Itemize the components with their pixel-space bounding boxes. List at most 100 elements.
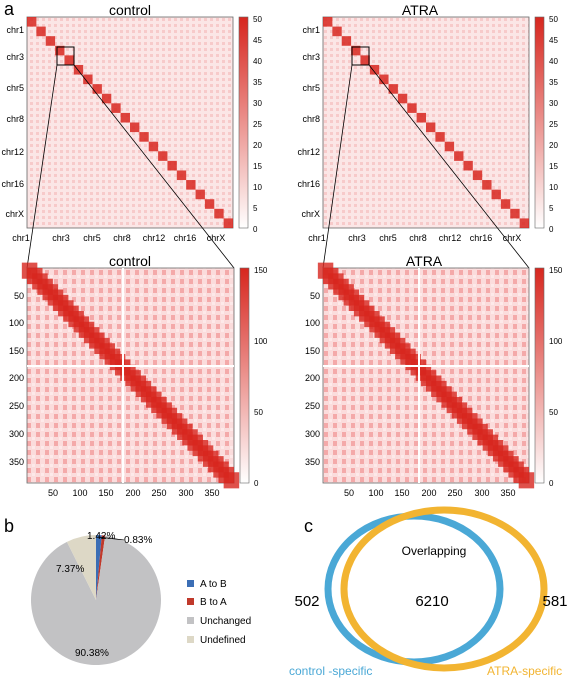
diagonal-block (444, 141, 455, 152)
y-tick-label: 100 (305, 318, 320, 328)
zoom-line (368, 64, 530, 269)
diagonal-block (167, 160, 177, 171)
x-tick-label: chr16 (470, 233, 493, 243)
colorbar-tick: 25 (549, 120, 558, 129)
diagonal-block (351, 45, 361, 56)
colorbar-tick: 100 (549, 337, 563, 346)
x-tick-label: chr5 (379, 233, 397, 243)
x-tick-label: chr16 (174, 233, 197, 243)
panel-label-a: a (4, 0, 15, 19)
x-tick-label: 200 (421, 488, 436, 498)
diagonal-block (510, 208, 520, 219)
y-tick-label: chrX (301, 209, 320, 219)
legend-label: A to B (200, 579, 227, 590)
venn-circle-atra (340, 506, 548, 672)
diagonal-block (223, 218, 233, 228)
colorbar-tick: 50 (253, 15, 262, 24)
colorbar-tick: 15 (549, 162, 558, 171)
y-tick-label: chr1 (6, 25, 24, 35)
x-tick-label: chr12 (439, 233, 462, 243)
colorbar-ticks: 0 50 100 150 (549, 266, 563, 488)
pie-legend: A to B B to A Unchanged Undefined (187, 579, 251, 646)
zoom-heatmap-title: ATRA (406, 253, 443, 269)
pie-slice-labels: 7.37% 1.42% 0.83% 90.38% (56, 531, 152, 659)
colorbar-tick: 40 (549, 57, 558, 66)
colorbar-tick: 0 (254, 479, 259, 488)
top-heatmap-x-labels: chr1 chr3 chr5 chr8 chr12 chr16 chrX (308, 233, 521, 243)
top-heatmap-title: control (109, 2, 151, 18)
x-tick-label: 350 (204, 488, 219, 498)
colorbar-tick: 10 (253, 183, 262, 192)
colorbar-ticks: 0 5 10 15 20 25 30 35 40 45 50 (253, 15, 262, 234)
x-tick-label: chr5 (83, 233, 101, 243)
diagonal-block (64, 55, 74, 65)
zoom-x-labels: 50 100 150 200 250 300 350 (344, 488, 516, 498)
colorbar-tick: 15 (253, 162, 262, 171)
diagonal-block (379, 74, 389, 85)
pie-slice-b-to-a (96, 535, 106, 600)
colorbar (239, 267, 250, 484)
zoom-y-labels: 50 100 150 200 250 300 350 (305, 291, 320, 467)
x-tick-label: chr8 (409, 233, 427, 243)
y-tick-label: 200 (9, 373, 24, 383)
colorbar-tick: 5 (549, 204, 554, 213)
colorbar-ticks: 0 50 100 150 (254, 266, 268, 488)
diagonal-block (36, 26, 46, 37)
diagonal-block (130, 122, 140, 133)
top-heatmap-y-labels: chr1 chr3 chr5 chr8 chr12 chr16 chrX (297, 25, 320, 219)
colorbar-tick: 30 (549, 99, 558, 108)
diagonal-block (55, 45, 65, 56)
pie-leader-line (97, 536, 125, 541)
top-heatmap-diagonal (323, 17, 529, 228)
diagonal-block (435, 132, 445, 142)
diagonal-block (397, 93, 408, 104)
x-tick-label: chr1 (12, 233, 30, 243)
diagonal-block (482, 180, 492, 190)
colorbar-tick: 0 (549, 479, 554, 488)
x-tick-label: 350 (500, 488, 515, 498)
venn-diagram: Overlapping 6210 502 581 control -specif… (289, 506, 568, 678)
diagonal-block (454, 151, 464, 161)
diagonal-block (360, 55, 370, 65)
venn-atra-count: 581 (542, 593, 567, 610)
legend-label: B to A (200, 597, 227, 608)
diagonal-block (73, 64, 84, 75)
x-tick-label: 100 (72, 488, 87, 498)
colorbar (534, 267, 545, 484)
colorbar-tick: 100 (254, 337, 268, 346)
x-tick-label: 250 (151, 488, 166, 498)
x-tick-label: 200 (125, 488, 140, 498)
diagonal-block (463, 160, 473, 171)
diagonal-block (139, 132, 149, 142)
diagonal-block (388, 84, 398, 94)
y-tick-label: 300 (9, 429, 24, 439)
colorbar (534, 16, 545, 229)
x-tick-label: 300 (178, 488, 193, 498)
x-tick-label: chr8 (113, 233, 131, 243)
x-tick-label: chr1 (308, 233, 326, 243)
zoom-line (322, 64, 353, 269)
x-tick-label: chr12 (143, 233, 166, 243)
diagonal-block (323, 17, 333, 27)
colorbar-tick: 5 (253, 204, 258, 213)
diagonal-block (101, 93, 112, 104)
legend-label: Unchanged (200, 616, 251, 627)
y-tick-label: chrX (5, 209, 24, 219)
y-tick-label: chr1 (302, 25, 320, 35)
y-tick-label: 50 (14, 291, 24, 301)
colorbar-tick: 50 (549, 15, 558, 24)
diagonal-block (176, 170, 187, 181)
panel-label-b: b (4, 516, 14, 536)
top-heatmap-atra: ATRA chr1 chr3 chr5 chr8 chr12 chr16 chr… (297, 2, 558, 243)
x-tick-label: 300 (474, 488, 489, 498)
x-tick-label: 150 (98, 488, 113, 498)
diagonal-block (341, 36, 352, 46)
y-tick-label: chr16 (1, 179, 24, 189)
diagonal-block (407, 103, 417, 113)
colorbar-tick: 35 (253, 78, 262, 87)
legend-swatch-undefined (187, 636, 194, 643)
y-tick-label: 50 (310, 291, 320, 301)
colorbar-tick: 10 (549, 183, 558, 192)
y-tick-label: 150 (305, 346, 320, 356)
diagonal-block (426, 122, 436, 133)
